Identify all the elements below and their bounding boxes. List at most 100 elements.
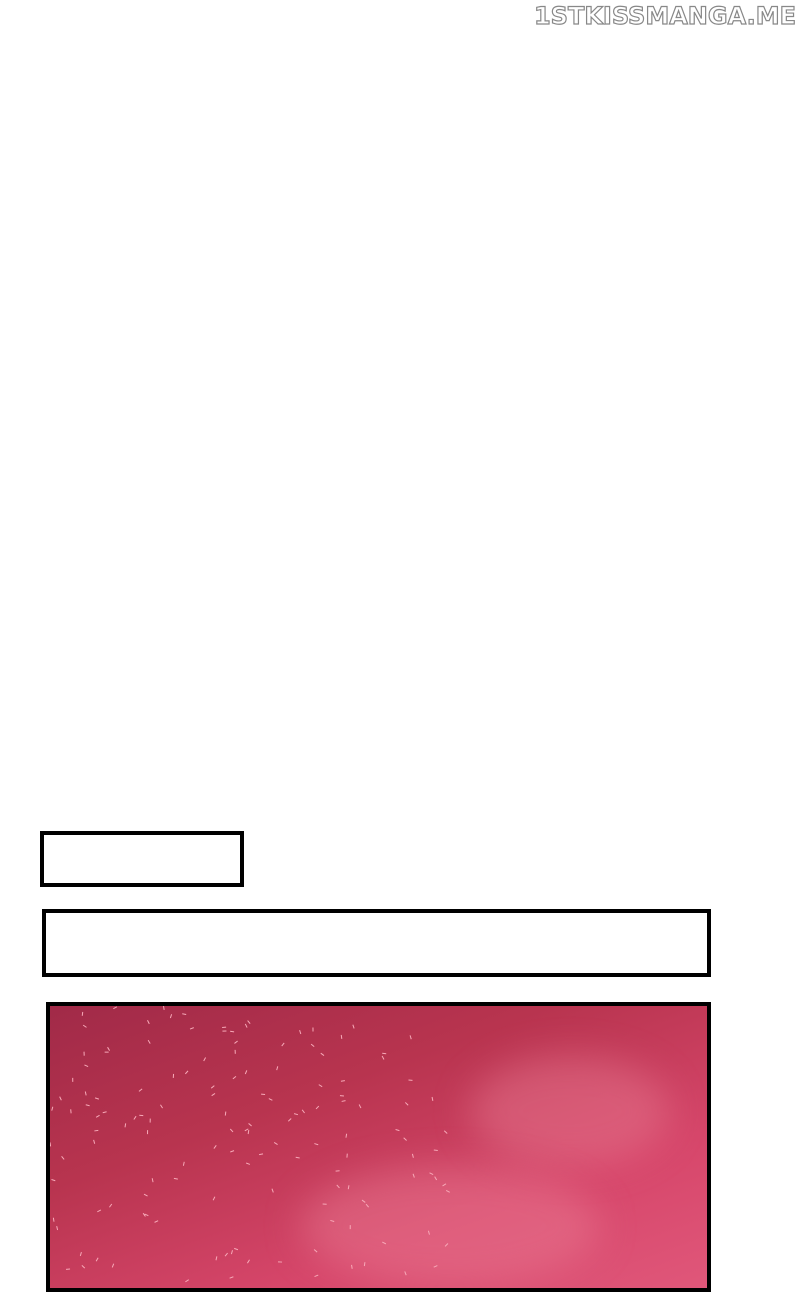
spark bbox=[230, 1151, 234, 1152]
spark bbox=[155, 1221, 159, 1223]
spark bbox=[245, 1070, 247, 1074]
spark bbox=[164, 1006, 165, 1010]
spark bbox=[94, 1130, 98, 1131]
spark bbox=[108, 1047, 110, 1050]
spark bbox=[230, 1129, 233, 1132]
spark bbox=[112, 1264, 113, 1268]
spark bbox=[396, 1130, 400, 1131]
spark bbox=[152, 1178, 153, 1182]
spark bbox=[109, 1204, 111, 1207]
sparkles bbox=[50, 1006, 711, 1292]
spark bbox=[359, 1104, 361, 1108]
spark bbox=[84, 1065, 88, 1067]
spark bbox=[213, 1197, 215, 1201]
spark bbox=[249, 1123, 252, 1126]
spark bbox=[382, 1056, 384, 1060]
spark bbox=[315, 1275, 319, 1277]
spark bbox=[272, 1189, 273, 1193]
spark bbox=[294, 1114, 298, 1115]
spark bbox=[95, 1098, 99, 1099]
spark bbox=[182, 1014, 186, 1015]
spark bbox=[174, 1178, 178, 1179]
spark bbox=[204, 1057, 206, 1061]
spark bbox=[143, 1213, 145, 1216]
spark bbox=[86, 1105, 90, 1106]
spark bbox=[434, 1266, 438, 1268]
spark bbox=[85, 1091, 86, 1095]
spark bbox=[214, 1145, 216, 1148]
spark bbox=[405, 1102, 408, 1105]
spark bbox=[366, 1204, 369, 1207]
spark bbox=[314, 1249, 317, 1252]
spark bbox=[234, 1041, 237, 1043]
spark bbox=[245, 1129, 248, 1131]
spark bbox=[443, 1184, 446, 1186]
caption-box-small bbox=[40, 831, 244, 887]
spark bbox=[446, 1190, 450, 1192]
spark bbox=[53, 1218, 54, 1222]
spark bbox=[83, 1025, 86, 1027]
spark bbox=[330, 1220, 334, 1221]
spark bbox=[185, 1071, 188, 1074]
spark bbox=[321, 1053, 324, 1055]
spark bbox=[302, 1110, 304, 1113]
spark bbox=[269, 1099, 273, 1101]
spark bbox=[211, 1086, 214, 1089]
spark bbox=[432, 1097, 433, 1101]
spark bbox=[50, 1142, 51, 1146]
spark bbox=[52, 1107, 53, 1111]
spark bbox=[445, 1244, 448, 1247]
spark bbox=[233, 1076, 236, 1079]
spark bbox=[190, 1028, 194, 1029]
spark bbox=[160, 1105, 162, 1108]
spark bbox=[405, 1271, 406, 1275]
spark bbox=[296, 1157, 300, 1158]
spark bbox=[97, 1210, 101, 1212]
spark bbox=[341, 1035, 342, 1039]
spark bbox=[259, 1154, 263, 1155]
caption-box-wide bbox=[42, 909, 711, 977]
spark bbox=[170, 1014, 171, 1018]
spark bbox=[428, 1231, 429, 1235]
spark bbox=[147, 1020, 149, 1024]
spark bbox=[248, 1021, 251, 1024]
spark bbox=[341, 1081, 345, 1082]
spark bbox=[314, 1144, 318, 1145]
spark bbox=[404, 1138, 407, 1141]
spark bbox=[348, 1185, 349, 1189]
spark bbox=[346, 1134, 347, 1138]
spark bbox=[410, 1035, 411, 1039]
spark bbox=[96, 1115, 99, 1117]
spark bbox=[274, 1142, 277, 1144]
spark bbox=[353, 1025, 354, 1029]
spark bbox=[277, 1066, 278, 1070]
spark bbox=[311, 1044, 314, 1047]
spark bbox=[51, 1179, 55, 1180]
spark bbox=[342, 1101, 346, 1102]
spark bbox=[225, 1112, 226, 1116]
spark bbox=[364, 1262, 365, 1266]
spark bbox=[319, 1085, 322, 1087]
spark bbox=[96, 1258, 98, 1261]
spark bbox=[382, 1242, 386, 1244]
spark bbox=[212, 1093, 215, 1095]
spark bbox=[57, 1226, 58, 1230]
spark bbox=[216, 1256, 217, 1260]
spark bbox=[62, 1156, 65, 1159]
spark bbox=[113, 1007, 117, 1009]
spark bbox=[80, 1252, 81, 1256]
spark bbox=[144, 1194, 148, 1196]
spark bbox=[430, 1173, 434, 1175]
spark bbox=[225, 1253, 228, 1256]
spark bbox=[352, 1265, 353, 1269]
spark bbox=[231, 1250, 232, 1254]
spark bbox=[246, 1163, 250, 1164]
spark bbox=[82, 1265, 85, 1268]
spark bbox=[230, 1031, 234, 1032]
spark bbox=[362, 1200, 365, 1202]
spark bbox=[183, 1162, 184, 1166]
spark bbox=[247, 1260, 249, 1263]
spark bbox=[230, 1277, 234, 1278]
spark bbox=[245, 1024, 247, 1028]
spark bbox=[300, 1030, 301, 1034]
